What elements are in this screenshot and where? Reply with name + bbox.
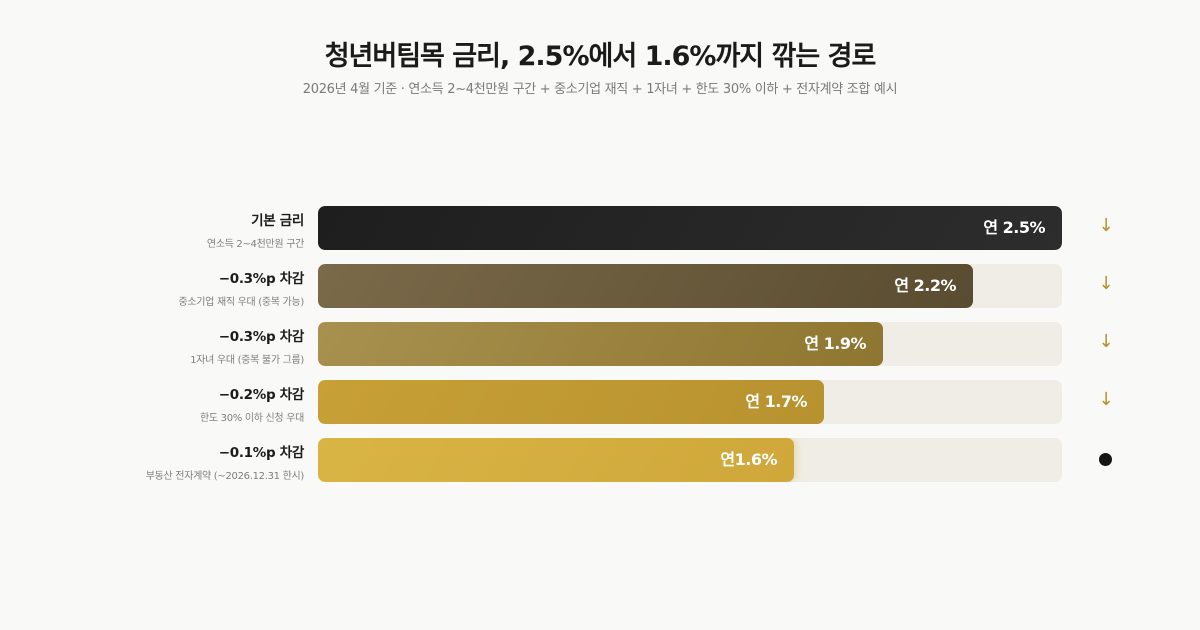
chart-title: 청년버팀목 금리, 2.5%에서 1.6%까지 깎는 경로: [324, 41, 877, 72]
bar-track: 연 2.2%: [318, 264, 1062, 308]
down-arrow-icon: ↓: [1098, 215, 1114, 236]
end-dot-icon: [1099, 453, 1112, 466]
category-sublabel: 부동산 전자계약 (~2026.12.31 한시): [145, 471, 305, 482]
bar: 연1.6%: [318, 438, 794, 482]
bar-value-label: 연 1.9%: [804, 334, 866, 353]
bar-track: 연 2.5%: [318, 206, 1062, 250]
category-label: −0.3%p 차감: [218, 271, 305, 287]
bar-value-label: 연 2.2%: [894, 276, 956, 295]
category-sublabel: 한도 30% 이하 신청 우대: [199, 413, 304, 424]
down-arrow-icon: ↓: [1098, 389, 1114, 410]
bar-track: 연 1.7%: [318, 380, 1062, 424]
down-arrow-icon: ↓: [1098, 331, 1114, 352]
bar: 연 1.7%: [318, 380, 824, 424]
bar: 연 2.5%: [318, 206, 1062, 250]
bar: 연 1.9%: [318, 322, 883, 366]
category-sublabel: 1자녀 우대 (중복 불가 그룹): [190, 355, 304, 366]
bar-track: 연 1.9%: [318, 322, 1062, 366]
chart-row: −0.3%p 차감 1자녀 우대 (중복 불가 그룹) 연 1.9% ↓: [0, 322, 1200, 366]
down-arrow-icon: ↓: [1098, 273, 1114, 294]
category-sublabel: 중소기업 재직 우대 (중복 가능): [178, 297, 304, 308]
row-label: −0.3%p 차감 1자녀 우대 (중복 불가 그룹): [4, 325, 304, 366]
bar-track: 연1.6%: [318, 438, 1062, 482]
bar-value-label: 연 2.5%: [983, 218, 1045, 237]
category-label: 기본 금리: [251, 213, 304, 229]
category-label: −0.1%p 차감: [218, 445, 305, 461]
category-sublabel: 연소득 2~4천만원 구간: [206, 239, 304, 250]
chart-subtitle: 2026년 4월 기준 · 연소득 2~4천만원 구간 + 중소기업 재직 + …: [302, 82, 898, 97]
bar-value-label: 연1.6%: [720, 450, 777, 469]
category-label: −0.3%p 차감: [218, 329, 305, 345]
category-label: −0.2%p 차감: [218, 387, 305, 403]
bar-value-label: 연 1.7%: [745, 392, 807, 411]
bar: 연 2.2%: [318, 264, 973, 308]
